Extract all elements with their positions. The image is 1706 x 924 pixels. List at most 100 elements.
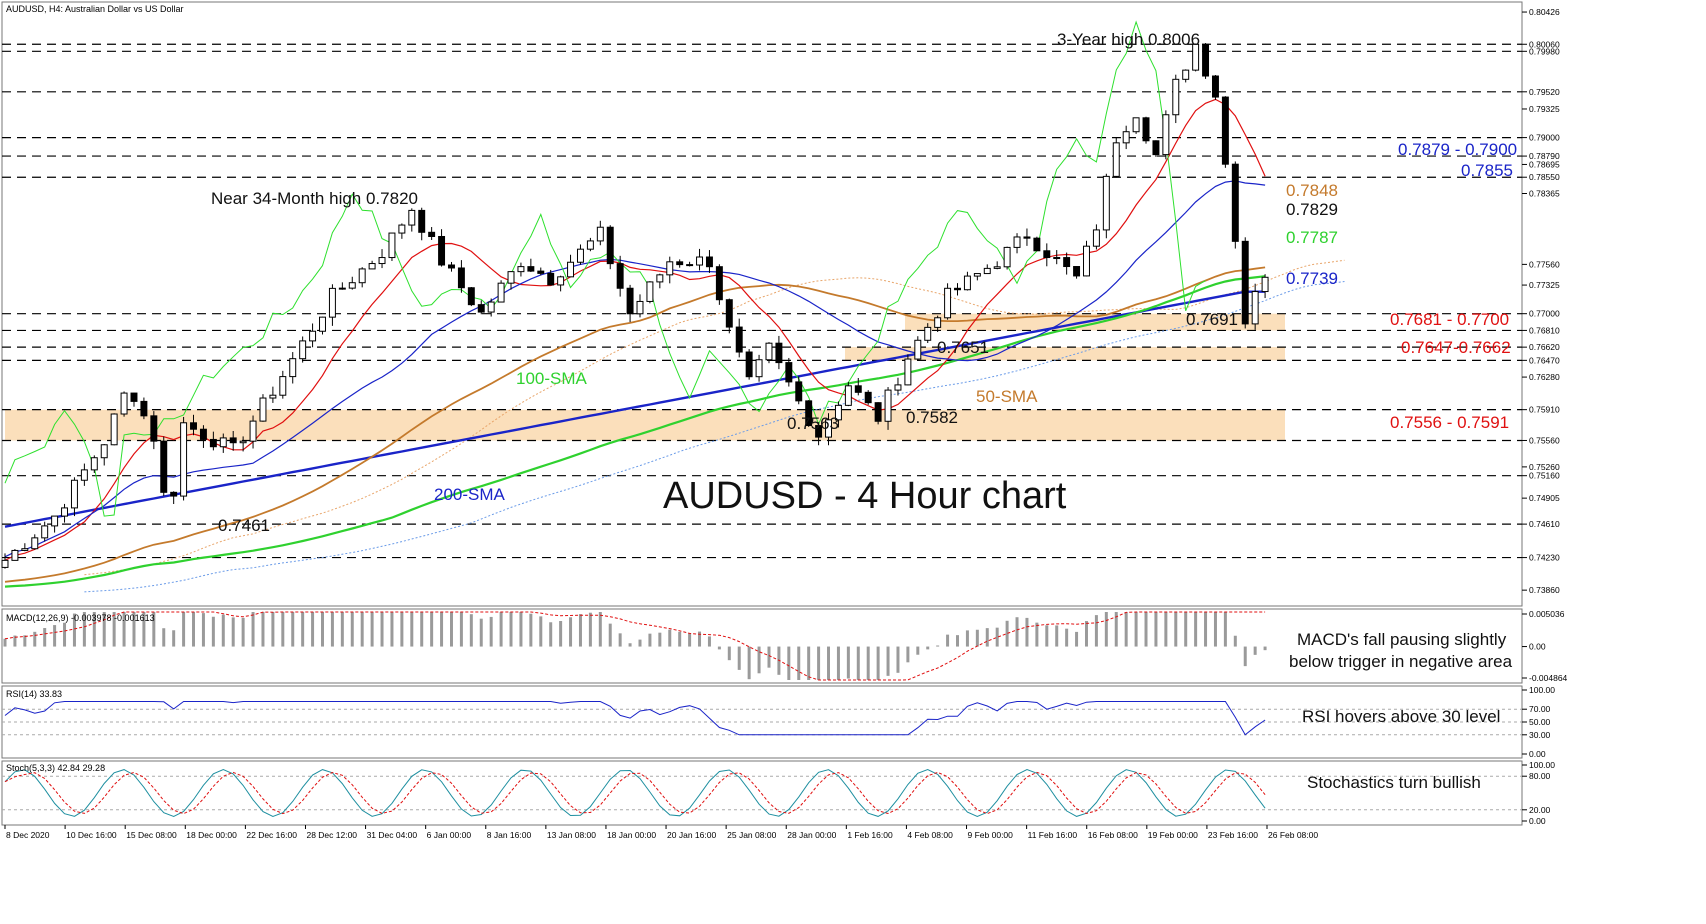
candle-body — [448, 264, 455, 269]
candle-body — [140, 400, 148, 417]
candle-body — [328, 287, 336, 318]
price-candle — [825, 413, 832, 446]
candle-body — [11, 549, 19, 561]
price-candle — [21, 543, 29, 552]
candle-body — [309, 330, 317, 342]
candle-body — [1, 559, 9, 568]
price-candle — [1033, 236, 1041, 252]
price-candle — [954, 283, 961, 296]
candle-body — [388, 232, 396, 259]
candle-body — [269, 394, 277, 399]
candle-body — [467, 287, 475, 306]
candle-body — [755, 359, 763, 378]
low-7582-label: 0.7582 — [906, 408, 958, 427]
price-candle — [646, 281, 654, 304]
candle-body — [775, 342, 783, 364]
price-candle — [894, 377, 902, 396]
y-tick-label: 0.005036 — [1529, 609, 1565, 619]
price-candle — [90, 455, 98, 474]
price-candle — [854, 377, 862, 396]
candle-body — [100, 444, 108, 459]
price-candle — [11, 548, 19, 561]
candle-body — [715, 266, 723, 301]
price-candle — [507, 271, 515, 290]
level-7829-label: 0.7829 — [1286, 200, 1338, 219]
price-candle — [1102, 173, 1110, 239]
y-tick-label: 0.79520 — [1529, 87, 1560, 97]
candle-body — [1112, 142, 1120, 177]
y-tick-label: 0.74230 — [1529, 553, 1560, 563]
candle-body — [219, 437, 227, 448]
x-tick-label: 28 Dec 12:00 — [306, 830, 357, 840]
candle-body — [1033, 237, 1041, 252]
price-candle — [805, 400, 813, 427]
candle-body — [180, 422, 188, 497]
candle-body — [934, 317, 942, 328]
candle-body — [983, 267, 991, 275]
candle-body — [1221, 96, 1229, 165]
price-candle — [696, 248, 704, 271]
support-zone — [845, 347, 1285, 361]
y-tick-label: 0.78695 — [1529, 159, 1560, 169]
candle-body — [190, 422, 197, 430]
sma200-line — [4, 290, 1266, 528]
candle-body — [438, 235, 446, 266]
price-candle — [418, 207, 426, 241]
sma50-label: 50-SMA — [976, 387, 1038, 406]
candle-body — [80, 469, 88, 481]
price-candle — [289, 352, 297, 384]
x-tick-label: 16 Feb 08:00 — [1088, 830, 1138, 840]
x-tick-label: 28 Jan 00:00 — [787, 830, 836, 840]
price-candle — [576, 244, 584, 265]
price-candle — [715, 264, 723, 305]
y-tick-label: 0.73860 — [1529, 585, 1560, 595]
y-tick-label: 0.78365 — [1529, 189, 1560, 199]
x-tick-label: 23 Feb 16:00 — [1208, 830, 1258, 840]
price-candle — [1202, 43, 1210, 79]
price-candle — [666, 256, 674, 284]
y-tick-label: 0.79980 — [1529, 46, 1560, 56]
zone-7647-7662-label: 0.7647-0.7662 — [1401, 338, 1511, 357]
price-candle — [190, 414, 197, 436]
y-tick-label: 0.74610 — [1529, 519, 1560, 529]
price-candle — [944, 283, 952, 320]
price-candle — [309, 323, 317, 348]
price-candle — [1162, 110, 1170, 160]
rsi-line — [4, 701, 1266, 736]
candle-body — [815, 425, 823, 438]
price-candle — [1152, 140, 1160, 157]
candle-body — [586, 240, 594, 250]
price-candle — [299, 336, 307, 363]
price-candle — [180, 416, 188, 501]
price-candle — [864, 390, 872, 405]
candle-body — [1231, 163, 1239, 242]
candle-body — [428, 231, 436, 237]
price-candle — [160, 436, 168, 497]
level-7787-label: 0.7787 — [1286, 228, 1338, 247]
stoch-pane — [1, 760, 1523, 826]
price-candle — [616, 255, 624, 297]
price-candle — [1241, 237, 1249, 329]
price-candle — [755, 354, 763, 382]
price-candle — [209, 431, 217, 451]
price-candle — [973, 273, 981, 281]
price-candle — [547, 269, 555, 286]
macd-pane — [1, 608, 1523, 684]
candle-body — [874, 402, 882, 422]
candle-body — [150, 415, 158, 442]
y-tick-label: 0.76620 — [1529, 342, 1560, 352]
price-candle — [1182, 69, 1190, 83]
price-candle — [487, 298, 495, 317]
price-candle — [467, 286, 475, 307]
price-candle — [368, 260, 376, 270]
candle-body — [1241, 240, 1249, 325]
candle-body — [408, 209, 416, 226]
candle-body — [358, 268, 366, 284]
candle-body — [21, 548, 29, 551]
price-candle — [527, 258, 535, 273]
candle-body — [646, 281, 654, 302]
price-candle — [348, 276, 356, 290]
price-candle — [279, 370, 287, 399]
price-candle — [795, 376, 803, 405]
y-tick-label: 0.76280 — [1529, 372, 1560, 382]
